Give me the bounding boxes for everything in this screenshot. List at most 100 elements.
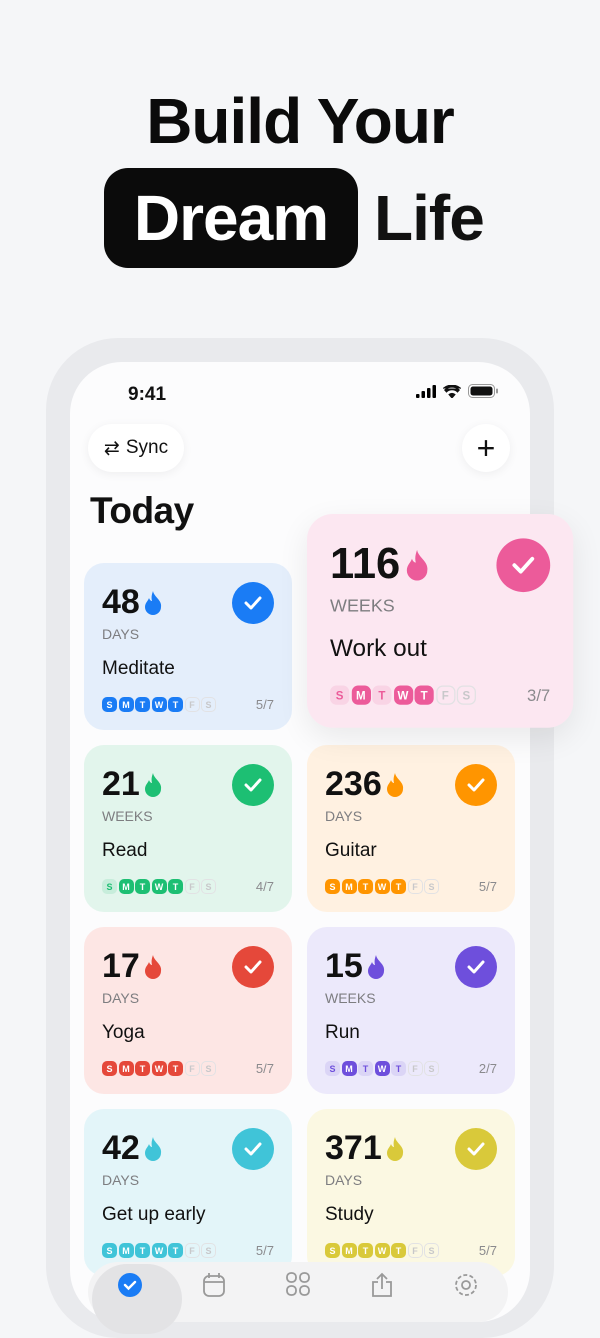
habit-name: Yoga	[102, 1022, 145, 1043]
streak-unit: WEEKS	[330, 594, 395, 616]
day-pill: F	[184, 1061, 200, 1076]
complete-button[interactable]	[232, 582, 274, 624]
streak-unit: DAYS	[325, 808, 363, 824]
week-count: 5/7	[255, 697, 274, 712]
sync-button[interactable]: ⇄ Sync	[88, 424, 184, 472]
day-pill: M	[118, 1243, 134, 1258]
flame-icon	[144, 1136, 161, 1161]
day-pill: T	[135, 879, 150, 894]
flame-icon	[386, 1136, 403, 1161]
day-pill: F	[435, 685, 455, 705]
habit-name: Read	[102, 840, 148, 861]
day-pill: M	[341, 1061, 357, 1076]
complete-button[interactable]	[455, 764, 497, 806]
sync-icon: ⇄	[103, 437, 120, 459]
complete-button[interactable]	[232, 1128, 274, 1170]
tab-grid[interactable]	[276, 1272, 320, 1302]
tab-settings[interactable]	[444, 1272, 488, 1302]
day-pill: S	[330, 685, 350, 705]
day-pill: W	[151, 1061, 167, 1076]
complete-button[interactable]	[455, 946, 497, 988]
day-pill: T	[414, 685, 434, 705]
week-count: 5/7	[255, 1061, 274, 1076]
day-pill: W	[374, 879, 390, 894]
habit-name: Meditate	[102, 658, 175, 679]
day-pill: T	[358, 1243, 373, 1258]
day-pill: T	[168, 879, 183, 894]
week-count: 3/7	[527, 685, 551, 705]
complete-button[interactable]	[455, 1128, 497, 1170]
grid-icon	[286, 1272, 310, 1296]
day-pill: F	[184, 879, 200, 894]
share-icon	[372, 1272, 392, 1297]
day-pill: F	[407, 1243, 423, 1258]
complete-button[interactable]	[496, 538, 551, 593]
day-pill: S	[424, 1061, 439, 1076]
day-pill: T	[168, 697, 183, 712]
day-pill: T	[135, 1061, 150, 1076]
check-icon	[467, 960, 485, 974]
streak-number: 15	[325, 947, 363, 985]
day-pill: W	[374, 1061, 390, 1076]
streak-number: 236	[325, 765, 382, 803]
day-pill: S	[456, 685, 476, 705]
flame-icon	[144, 772, 161, 797]
day-pill: F	[184, 1243, 200, 1258]
streak-number: 116	[330, 539, 401, 589]
day-pill: S	[424, 1243, 439, 1258]
streak-value: 236	[325, 765, 404, 804]
day-pill: M	[118, 879, 134, 894]
hero-highlight: Dream	[104, 168, 358, 268]
status-time: 9:41	[128, 384, 167, 405]
flame-icon	[367, 954, 384, 979]
streak-number: 21	[102, 765, 140, 803]
day-pill: T	[391, 879, 406, 894]
day-pill: M	[341, 879, 357, 894]
streak-unit: DAYS	[325, 1172, 363, 1188]
check-icon	[244, 960, 262, 974]
check-icon	[244, 1142, 262, 1156]
day-pill: S	[424, 879, 439, 894]
day-pill: W	[393, 685, 413, 705]
flame-icon	[406, 549, 428, 580]
streak-unit: WEEKS	[102, 808, 153, 824]
flame-icon	[144, 590, 161, 615]
page-title: Today	[90, 490, 194, 531]
week-count: 4/7	[255, 879, 274, 894]
streak-value: 17	[102, 947, 162, 986]
gear-icon	[455, 1274, 477, 1296]
complete-button[interactable]	[232, 764, 274, 806]
status-icons	[416, 384, 498, 398]
tab-share[interactable]	[360, 1272, 404, 1302]
day-pill: F	[184, 697, 200, 712]
day-pill: T	[168, 1061, 183, 1076]
today-icon	[118, 1273, 142, 1297]
day-pill: W	[151, 879, 167, 894]
day-pill: S	[201, 1061, 216, 1076]
streak-unit: DAYS	[102, 1172, 140, 1188]
tab-calendar[interactable]	[192, 1272, 236, 1302]
day-pill: T	[391, 1061, 406, 1076]
add-habit-button[interactable]: +	[462, 424, 510, 472]
streak-value: 15	[325, 947, 385, 986]
tab-today[interactable]	[108, 1272, 152, 1302]
streak-value: 48	[102, 583, 162, 622]
streak-unit: WEEKS	[325, 990, 376, 1006]
check-icon	[467, 1142, 485, 1156]
complete-button[interactable]	[232, 946, 274, 988]
check-icon	[244, 778, 262, 792]
flame-icon	[386, 772, 403, 797]
